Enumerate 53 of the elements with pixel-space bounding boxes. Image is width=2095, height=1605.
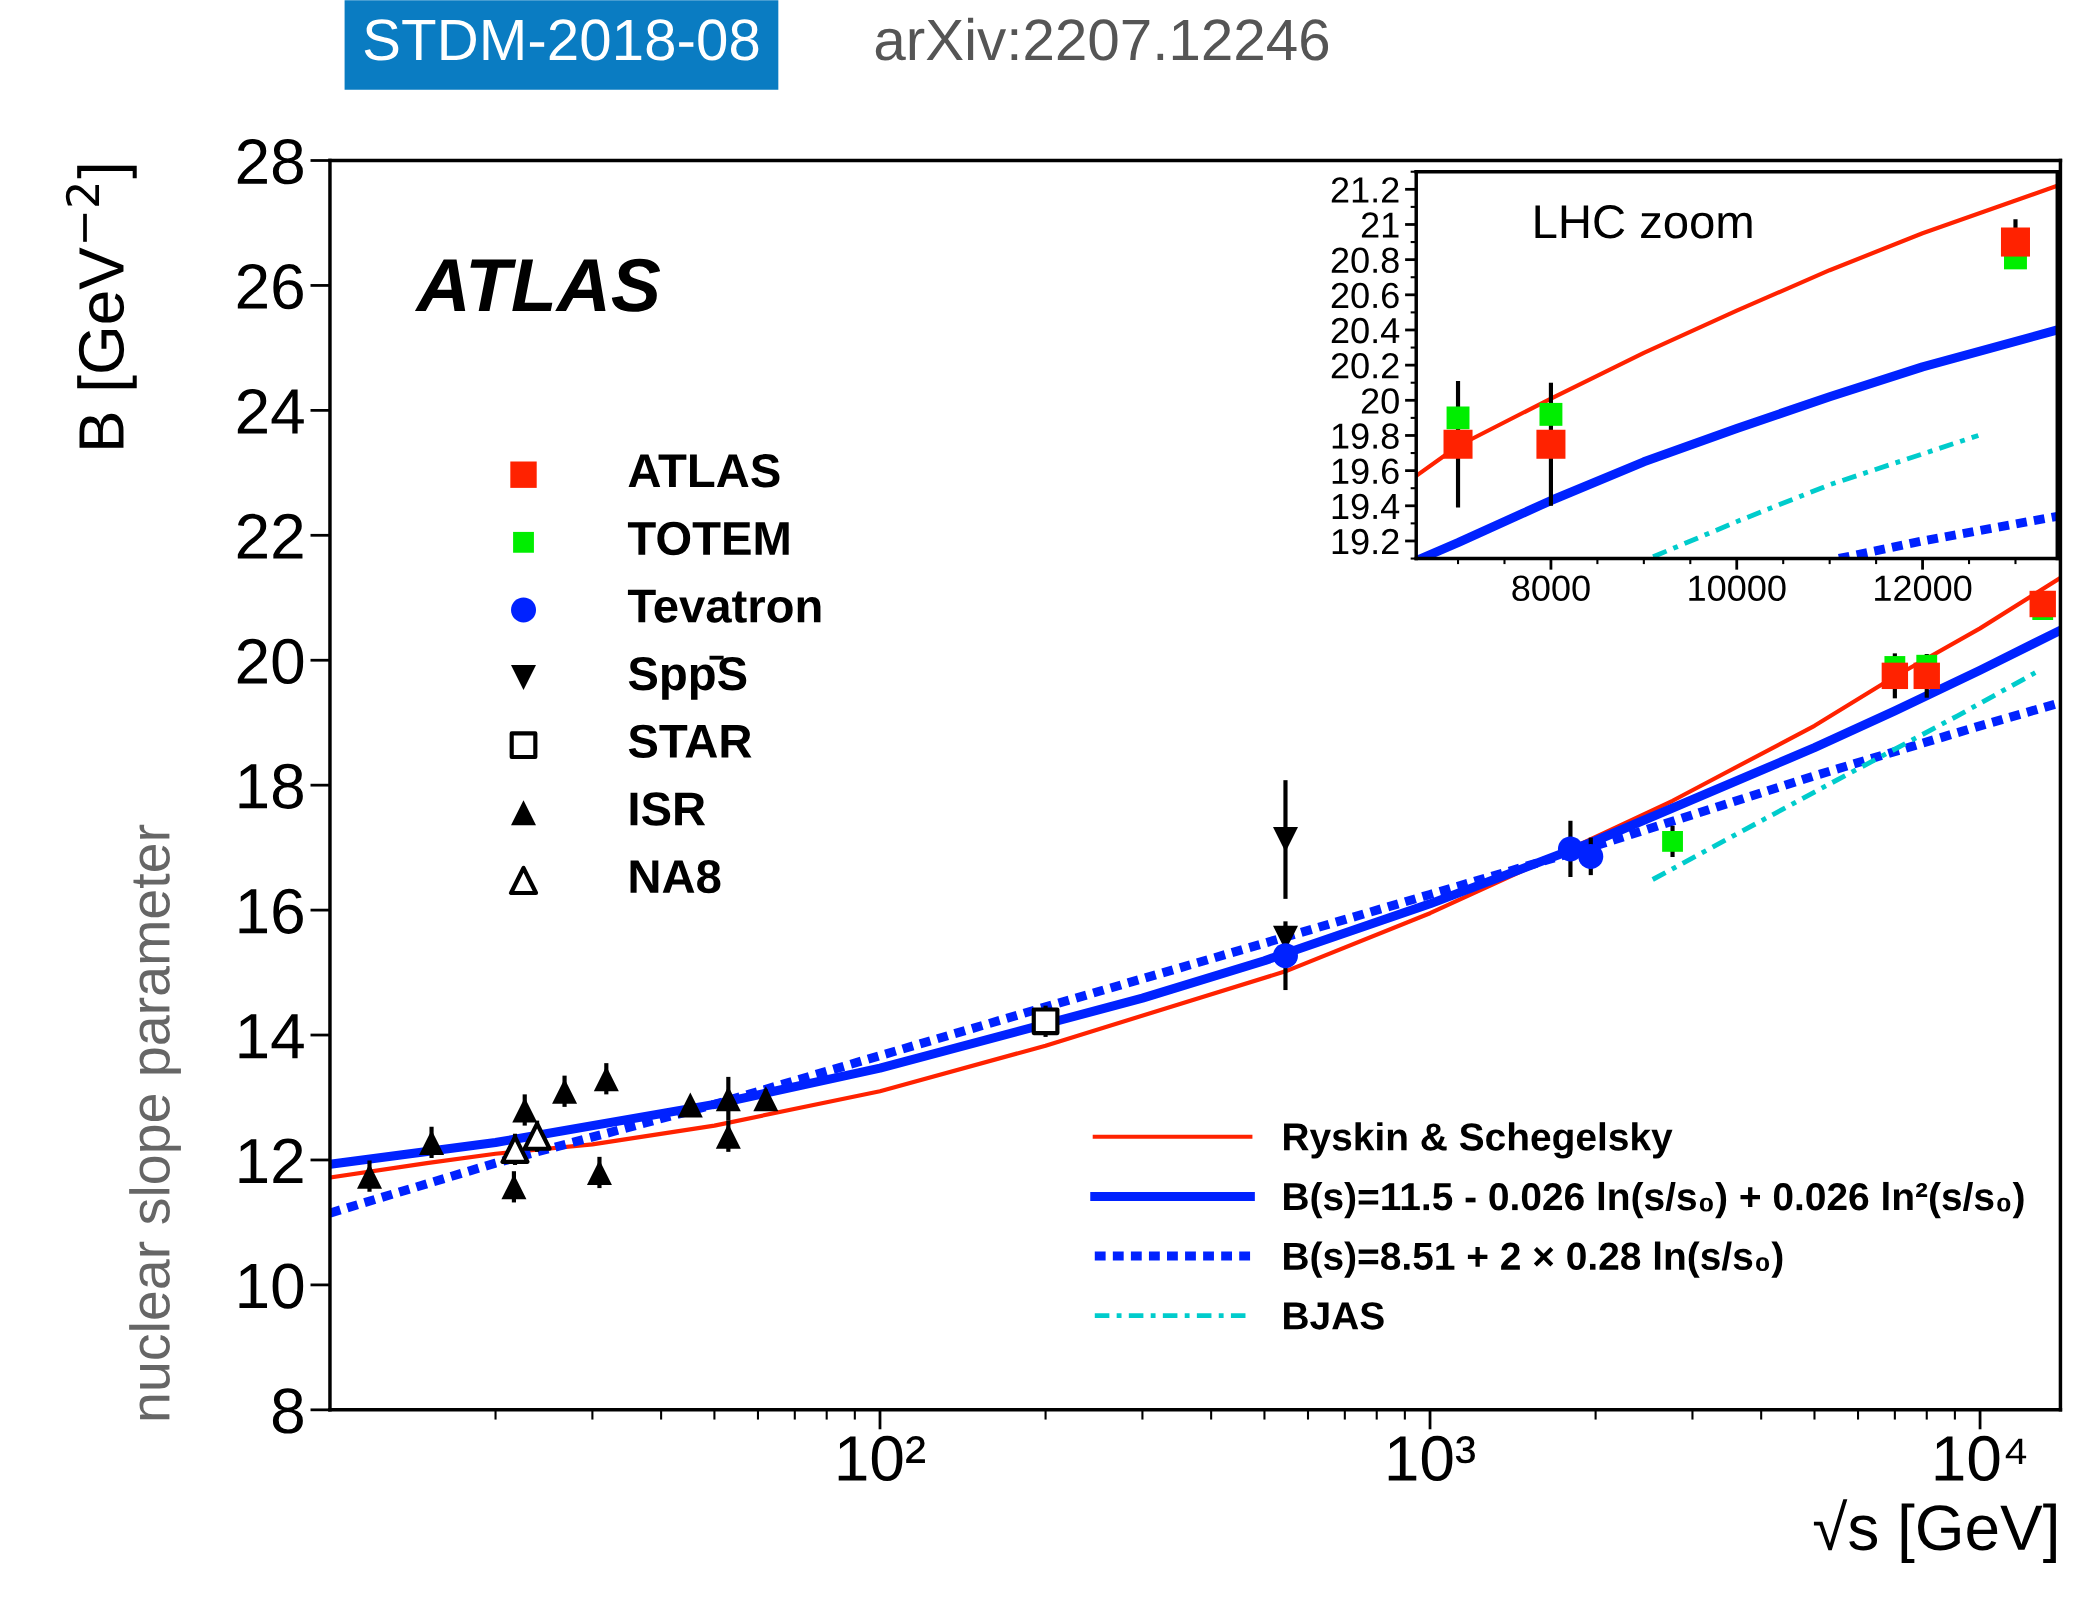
legend-label: Ryskin & Schegelsky [1284,1122,1673,1159]
text: LHC zoom [1535,205,1752,239]
x-tick-label: 10² [838,1435,925,1482]
x-tick-label: 12000 [1875,575,1972,602]
y-tick-label: 14 [239,1014,304,1059]
x-axis-title: √s [GeV] [1813,1499,2056,1564]
x-tick-label: 10³ [1388,1435,1475,1482]
y-tick-label: 20.2 [1331,353,1399,379]
y-tick-label: 20 [237,638,304,685]
text: nuclear slope parameter [129,824,181,1420]
y-tick-label: 19.8 [1332,423,1399,449]
y-tick-label: 28 [237,139,303,185]
text: arXiv:2207.12246 [875,17,1329,61]
y-tick-label: 10 [239,1263,304,1309]
y-tick-label: 19.4 [1332,493,1400,520]
annotation: ATLAS [414,258,661,312]
point [1536,429,1566,459]
y-tick-label: 20.8 [1331,247,1399,274]
legend-label: B(s)=11.5 - 0.026 ln(s/s₀) + 0.026 ln²(s/s₀) [1284,1181,2024,1219]
y-tick-label: 8 [272,1388,303,1434]
y-tick-label: 20 [1361,388,1399,414]
legend-label: B(s)=8.51 + 2 × 0.28 ln(s/s₀) [1284,1241,1783,1278]
y-tick-label: 21 [1361,212,1399,238]
legend-label: ATLAS [628,454,780,488]
y-tick-label: 20.4 [1331,317,1400,344]
legend-label: STAR [628,724,752,759]
legend-label: Spp̄S [628,655,747,700]
y-tick-label: 19.2 [1332,528,1399,555]
x-tick-label: 10⁴ [1935,1435,2027,1482]
legend-label: NA8 [630,859,721,894]
point [1539,402,1563,426]
legend-label: ISR [630,792,706,826]
y-tick-label: 26 [237,263,303,310]
text: STDM-2018-08 [364,19,759,61]
y-tick-label: 22 [237,513,303,559]
x-tick-label: 8000 [1512,575,1590,602]
legend-label: TOTEM [627,521,789,556]
y-axis-title: B [GeV$^{−2}$] [65,165,137,448]
y-tick-label: 20.6 [1331,282,1399,309]
line-series [1416,183,2058,478]
point [2000,227,2030,257]
y-tick-label: 21.2 [1331,177,1399,203]
y-tick-label: 18 [239,763,303,809]
y-tick-label: 24 [237,388,304,434]
legend-label: Tevatron [627,589,821,623]
y-tick-label: 19.6 [1332,458,1399,485]
point [1443,429,1473,459]
legend-label: BJAS [1284,1302,1384,1330]
line-series [1650,433,1981,559]
y-tick-label: 12 [239,1138,303,1184]
point [1446,406,1470,430]
y-tick-label: 16 [239,888,303,934]
x-tick-label: 10000 [1689,575,1786,602]
